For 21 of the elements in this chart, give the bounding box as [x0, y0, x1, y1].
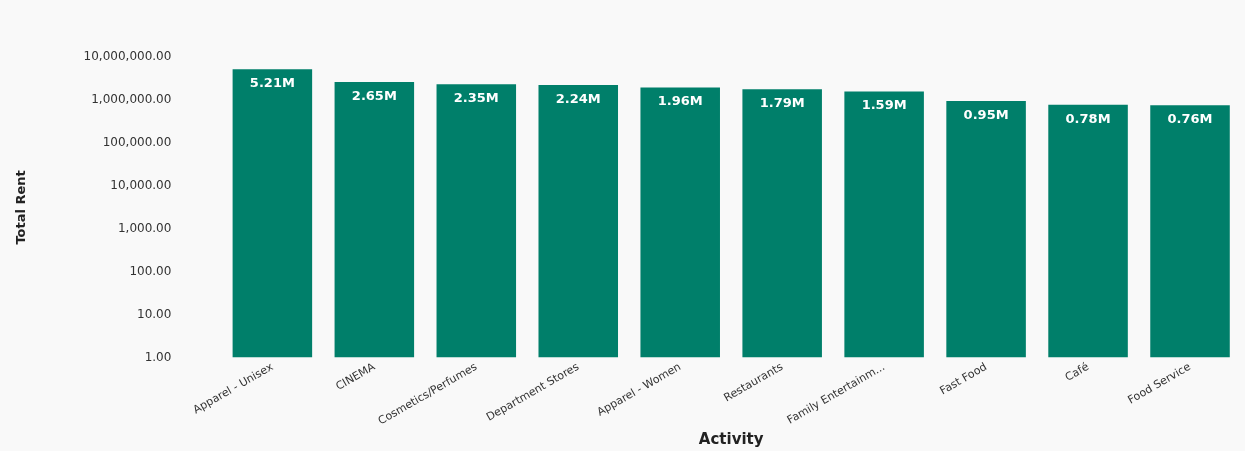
data-label: 0.78M — [1065, 110, 1111, 126]
y-tick-label: 10,000,000.00 — [83, 49, 172, 64]
y-tick-label: 100,000.00 — [102, 135, 172, 150]
y-tick-label: 1,000,000.00 — [91, 92, 172, 107]
data-label: 0.76M — [1167, 111, 1213, 127]
y-tick-label: 1,000.00 — [117, 220, 172, 235]
data-label: 2.24M — [555, 90, 601, 106]
x-axis-title: Activity — [698, 429, 764, 448]
y-tick-label: 10.00 — [137, 306, 172, 321]
data-label: 0.95M — [963, 106, 1009, 122]
y-tick-label: 10,000.00 — [110, 178, 172, 193]
data-label: 1.79M — [759, 95, 805, 111]
data-label: 1.59M — [861, 97, 907, 113]
data-label: 2.35M — [453, 90, 499, 106]
data-label: 5.21M — [249, 75, 295, 91]
y-tick-label: 100.00 — [129, 263, 172, 278]
y-tick-label: 1.00 — [144, 349, 172, 364]
x-tick-label: Café — [1062, 359, 1092, 384]
data-label: 2.65M — [351, 87, 397, 103]
y-axis-title: Total Rent — [13, 170, 29, 245]
data-label: 1.96M — [657, 93, 703, 109]
